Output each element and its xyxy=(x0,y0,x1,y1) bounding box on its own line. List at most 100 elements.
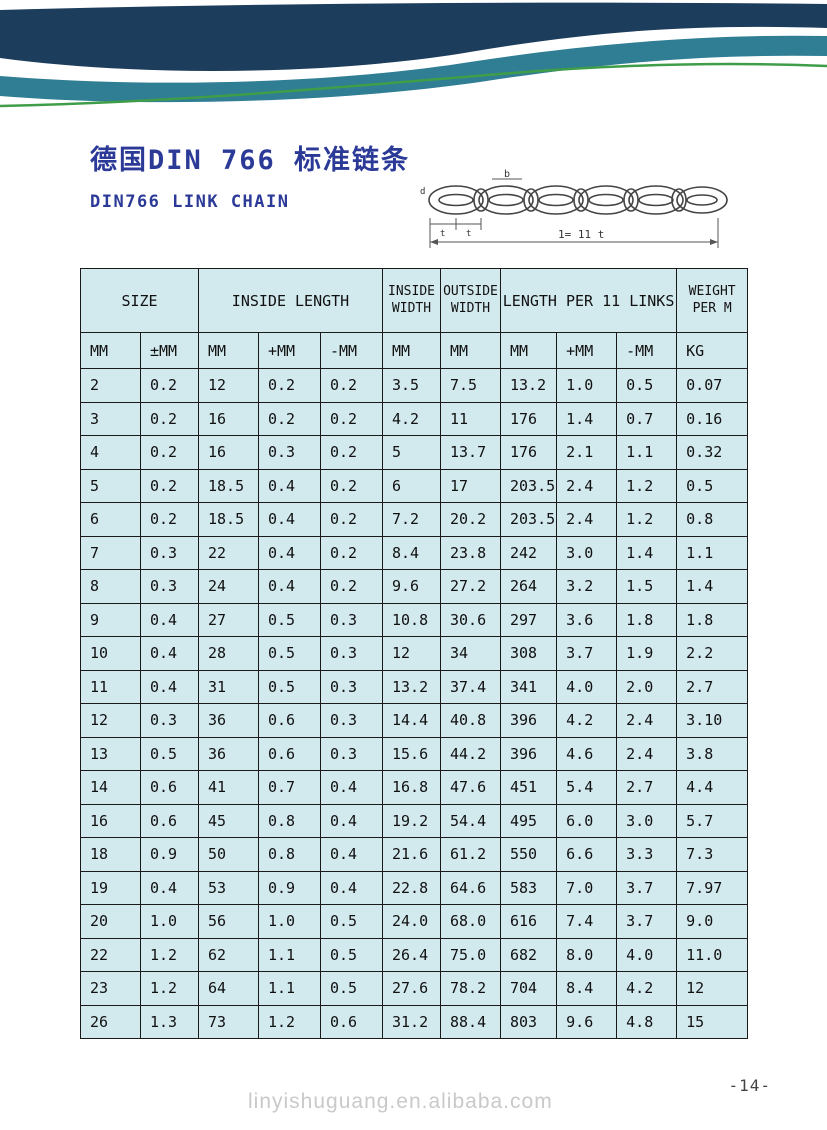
table-cell: 1.3 xyxy=(140,1004,199,1039)
unit-header-cell: -MM xyxy=(320,332,383,369)
table-cell: 704 xyxy=(499,971,558,1006)
table-cell: 8.0 xyxy=(556,937,618,972)
table-cell: 22 xyxy=(80,937,141,972)
table-row: 4 0.2 16 0.3 0.2 5 13.7 176 2.1 1.1 0.32 xyxy=(80,435,749,470)
table-cell: 0.2 xyxy=(140,435,199,470)
unit-header-cell: +MM xyxy=(556,332,618,369)
table-cell: 6 xyxy=(382,468,441,503)
table-cell: 0.6 xyxy=(258,703,321,738)
table-cell: 16.8 xyxy=(382,770,441,805)
table-cell: 26 xyxy=(80,1004,141,1039)
table-cell: 0.32 xyxy=(676,435,749,470)
table-cell: 308 xyxy=(499,636,558,671)
table-cell: 16 xyxy=(198,401,259,436)
table-cell: 0.2 xyxy=(320,368,383,403)
table-cell: 10.8 xyxy=(382,602,441,637)
table-cell: 7.4 xyxy=(556,904,618,939)
dim-label-b: b xyxy=(504,169,510,180)
table-cell: 88.4 xyxy=(440,1004,501,1039)
table-cell: 13.2 xyxy=(499,368,558,403)
table-cell: 64 xyxy=(198,971,259,1006)
table-cell: 3.0 xyxy=(616,803,678,838)
table-cell: 3.6 xyxy=(556,602,618,637)
table-cell: 23.8 xyxy=(440,535,501,570)
table-cell: 4.2 xyxy=(556,703,618,738)
table-cell: 13 xyxy=(80,736,141,771)
table-cell: 0.4 xyxy=(140,636,199,671)
table-row: 16 0.6 45 0.8 0.4 19.2 54.4 495 6.0 3.0 5.7 xyxy=(80,803,749,838)
table-cell: 3.7 xyxy=(556,636,618,671)
table-cell: 15.6 xyxy=(382,736,441,771)
table-cell: 1.5 xyxy=(616,569,678,604)
table-row: 9 0.4 27 0.5 0.3 10.8 30.6 297 3.6 1.8 1.8 xyxy=(80,602,749,637)
table-cell: 6 xyxy=(80,502,141,537)
table-cell: 550 xyxy=(499,837,558,872)
table-cell: 1.4 xyxy=(556,401,618,436)
table-cell: 203.5 xyxy=(499,502,558,537)
table-cell: 18.5 xyxy=(198,468,259,503)
column-group-header: SIZE xyxy=(80,268,199,333)
table-cell: 0.4 xyxy=(320,770,383,805)
table-cell: 2.1 xyxy=(556,435,618,470)
table-cell: 1.8 xyxy=(616,602,678,637)
table-cell: 0.5 xyxy=(676,468,749,503)
table-cell: 18.5 xyxy=(198,502,259,537)
table-row: 18 0.9 50 0.8 0.4 21.6 61.2 550 6.6 3.3 7.3 xyxy=(80,837,749,872)
table-cell: 11 xyxy=(80,669,141,704)
table-cell: 0.4 xyxy=(258,502,321,537)
table-cell: 14.4 xyxy=(382,703,441,738)
table-cell: 0.5 xyxy=(320,937,383,972)
table-cell: 0.2 xyxy=(140,502,199,537)
table-cell: 176 xyxy=(499,435,558,470)
table-cell: 1.0 xyxy=(140,904,199,939)
table-cell: 0.4 xyxy=(320,803,383,838)
chain-link-diagram: b d t t 1= 11 t xyxy=(420,169,728,248)
table-cell: 3.0 xyxy=(556,535,618,570)
table-cell: 7.97 xyxy=(676,870,749,905)
table-cell: 1.1 xyxy=(616,435,678,470)
table-cell: 0.4 xyxy=(258,569,321,604)
table-cell: 16 xyxy=(80,803,141,838)
table-cell: 1.2 xyxy=(616,468,678,503)
table-cell: 0.5 xyxy=(258,636,321,671)
table-cell: 22 xyxy=(198,535,259,570)
table-cell: 0.8 xyxy=(258,803,321,838)
table-cell: 10 xyxy=(80,636,141,671)
column-group-header: INSIDE WIDTH xyxy=(382,268,441,333)
unit-header-cell: -MM xyxy=(616,332,678,369)
table-cell: 45 xyxy=(198,803,259,838)
table-row: 10 0.4 28 0.5 0.3 12 34 308 3.7 1.9 2.2 xyxy=(80,636,749,671)
table-cell: 36 xyxy=(198,736,259,771)
unit-header-cell: MM xyxy=(499,332,558,369)
table-row: 20 1.0 56 1.0 0.5 24.0 68.0 616 7.4 3.7 9.0 xyxy=(80,904,749,939)
table-cell: 2 xyxy=(80,368,141,403)
table-cell: 0.6 xyxy=(140,770,199,805)
table-cell: 3.7 xyxy=(616,904,678,939)
table-cell: 0.2 xyxy=(140,401,199,436)
table-cell: 64.6 xyxy=(440,870,501,905)
column-group-header: LENGTH PER 11 LINKS xyxy=(499,268,678,333)
column-group-header: OUTSIDE WIDTH xyxy=(440,268,501,333)
table-cell: 0.8 xyxy=(258,837,321,872)
table-cell: 26.4 xyxy=(382,937,441,972)
table-cell: 0.4 xyxy=(320,837,383,872)
wave-teal-band xyxy=(0,35,827,103)
table-cell: 0.6 xyxy=(258,736,321,771)
table-cell: 0.07 xyxy=(676,368,749,403)
table-cell: 0.6 xyxy=(140,803,199,838)
table-cell: 0.3 xyxy=(320,602,383,637)
table-cell: 3.8 xyxy=(676,736,749,771)
table-cell: 11.0 xyxy=(676,937,749,972)
table-cell: 0.4 xyxy=(258,468,321,503)
unit-header-cell: MM xyxy=(198,332,259,369)
wave-navy-band xyxy=(0,2,827,71)
table-cell: 4.0 xyxy=(556,669,618,704)
table-cell: 451 xyxy=(499,770,558,805)
page-number: -14- xyxy=(728,1076,771,1095)
table-cell: 56 xyxy=(198,904,259,939)
table-row: 23 1.2 64 1.1 0.5 27.6 78.2 704 8.4 4.2 12 xyxy=(80,971,749,1006)
table-cell: 23 xyxy=(80,971,141,1006)
header-wave-graphic xyxy=(0,2,827,108)
dim-label-main: 1= 11 t xyxy=(558,228,604,241)
table-cell: 4.2 xyxy=(382,401,441,436)
